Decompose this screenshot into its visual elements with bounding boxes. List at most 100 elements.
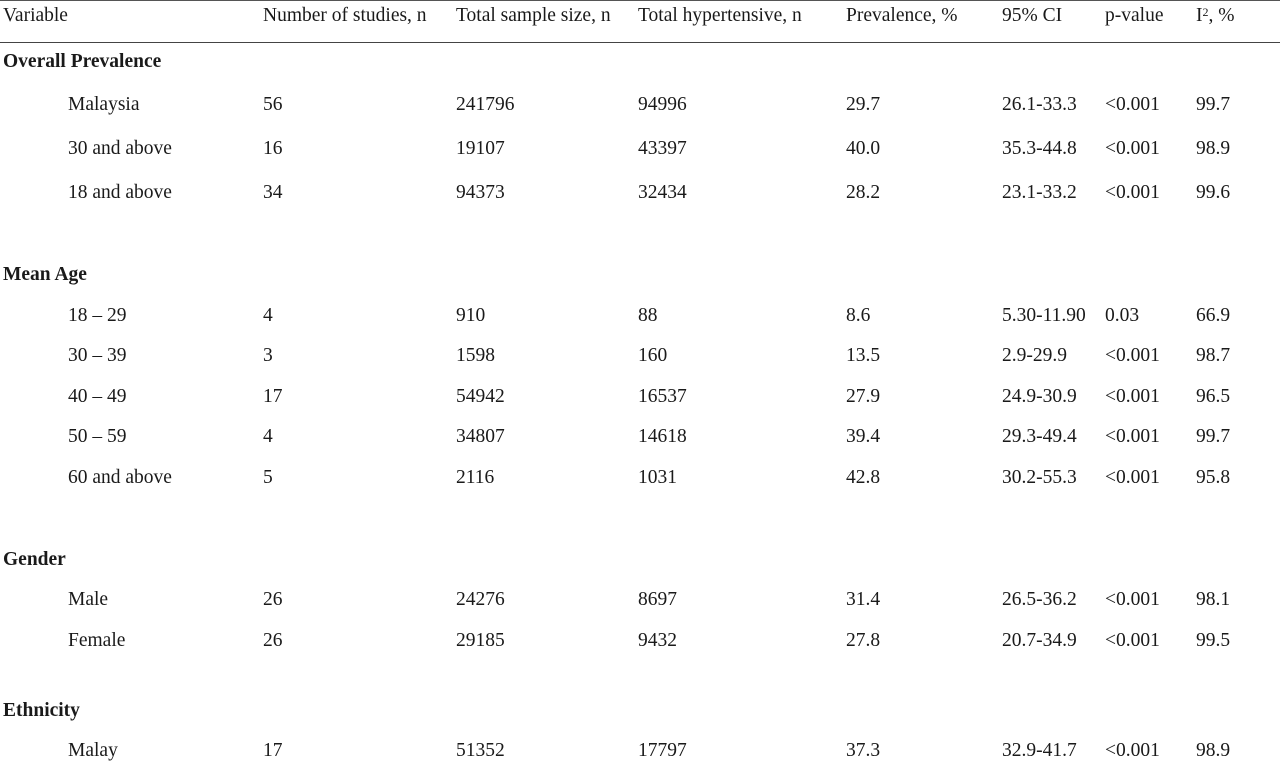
row-studies: 17	[263, 386, 283, 407]
row-ci: 29.3-49.4	[1002, 426, 1077, 447]
row-prevalence: 27.9	[846, 386, 881, 407]
row-i-squared: 96.5	[1196, 386, 1231, 407]
row-prevalence: 29.7	[846, 94, 881, 115]
row-sample: 910	[456, 305, 486, 326]
table-row: Malay 17 51352 17797 37.3 32.9-41.7 <0.0…	[0, 738, 1280, 764]
row-sample: 1598	[456, 345, 495, 366]
row-p-value: 0.03	[1105, 305, 1140, 326]
header-total-hypertensive: Total hypertensive, n	[638, 5, 802, 26]
row-sample: 34807	[456, 426, 505, 447]
row-studies: 34	[263, 182, 283, 203]
header-p-value: p-value	[1105, 5, 1164, 26]
header-prevalence: Prevalence, %	[846, 5, 958, 26]
row-i-squared: 66.9	[1196, 305, 1231, 326]
row-sample: 94373	[456, 182, 505, 203]
row-p-value: <0.001	[1105, 467, 1160, 488]
row-prevalence: 27.8	[846, 630, 881, 651]
header-95-ci: 95% CI	[1002, 5, 1063, 26]
row-ci: 24.9-30.9	[1002, 386, 1077, 407]
row-ci: 35.3-44.8	[1002, 138, 1077, 159]
row-sample: 19107	[456, 138, 505, 159]
row-p-value: <0.001	[1105, 426, 1160, 447]
row-label: 40 – 49	[68, 386, 127, 407]
row-sample: 241796	[456, 94, 515, 115]
row-studies: 26	[263, 589, 283, 610]
row-hypertensive: 8697	[638, 589, 677, 610]
row-prevalence: 13.5	[846, 345, 881, 366]
table-header-rule	[0, 42, 1280, 43]
section-title: Mean Age	[3, 264, 87, 285]
table-row: 18 and above 34 94373 32434 28.2 23.1-33…	[0, 180, 1280, 206]
section-mean-age: Mean Age	[0, 262, 1280, 288]
row-p-value: <0.001	[1105, 345, 1160, 366]
row-studies: 16	[263, 138, 283, 159]
row-prevalence: 31.4	[846, 589, 881, 610]
row-p-value: <0.001	[1105, 589, 1160, 610]
row-prevalence: 39.4	[846, 426, 881, 447]
row-ci: 26.1-33.3	[1002, 94, 1077, 115]
row-studies: 26	[263, 630, 283, 651]
row-studies: 4	[263, 305, 273, 326]
row-hypertensive: 160	[638, 345, 668, 366]
row-ci: 2.9-29.9	[1002, 345, 1067, 366]
table-row: 30 and above 16 19107 43397 40.0 35.3-44…	[0, 136, 1280, 162]
section-overall-prevalence: Overall Prevalence	[0, 49, 1280, 75]
row-hypertensive: 88	[638, 305, 658, 326]
row-ci: 20.7-34.9	[1002, 630, 1077, 651]
row-i-squared: 99.7	[1196, 426, 1231, 447]
row-hypertensive: 94996	[638, 94, 687, 115]
row-i-squared: 98.7	[1196, 345, 1231, 366]
row-p-value: <0.001	[1105, 138, 1160, 159]
table-row: 18 – 29 4 910 88 8.6 5.30-11.90 0.03 66.…	[0, 303, 1280, 329]
header-i-squared: I2, %	[1196, 3, 1235, 29]
row-sample: 29185	[456, 630, 505, 651]
header-i-squared-prefix: I	[1196, 5, 1203, 26]
row-i-squared: 98.9	[1196, 138, 1231, 159]
row-label: 30 – 39	[68, 345, 127, 366]
row-studies: 3	[263, 345, 273, 366]
row-hypertensive: 17797	[638, 740, 687, 761]
row-hypertensive: 16537	[638, 386, 687, 407]
row-p-value: <0.001	[1105, 386, 1160, 407]
row-i-squared: 99.7	[1196, 94, 1231, 115]
row-i-squared: 95.8	[1196, 467, 1231, 488]
row-label: 18 and above	[68, 182, 172, 203]
row-p-value: <0.001	[1105, 94, 1160, 115]
row-label: Female	[68, 630, 126, 651]
table-row: 40 – 49 17 54942 16537 27.9 24.9-30.9 <0…	[0, 384, 1280, 410]
row-p-value: <0.001	[1105, 740, 1160, 761]
row-ci: 5.30-11.90	[1002, 305, 1086, 326]
row-label: 30 and above	[68, 138, 172, 159]
row-p-value: <0.001	[1105, 630, 1160, 651]
row-hypertensive: 1031	[638, 467, 677, 488]
row-sample: 2116	[456, 467, 495, 488]
row-hypertensive: 43397	[638, 138, 687, 159]
row-studies: 56	[263, 94, 283, 115]
row-prevalence: 40.0	[846, 138, 881, 159]
row-hypertensive: 14618	[638, 426, 687, 447]
row-ci: 23.1-33.2	[1002, 182, 1077, 203]
table-row: Malaysia 56 241796 94996 29.7 26.1-33.3 …	[0, 92, 1280, 118]
row-i-squared: 98.1	[1196, 589, 1231, 610]
header-total-sample-size: Total sample size, n	[456, 5, 611, 26]
row-hypertensive: 32434	[638, 182, 687, 203]
row-studies: 4	[263, 426, 273, 447]
row-label: Male	[68, 589, 109, 610]
header-i-squared-suffix: , %	[1208, 5, 1235, 26]
table-row: 30 – 39 3 1598 160 13.5 2.9-29.9 <0.001 …	[0, 343, 1280, 369]
row-sample: 51352	[456, 740, 505, 761]
row-prevalence: 28.2	[846, 182, 881, 203]
row-hypertensive: 9432	[638, 630, 677, 651]
row-label: 60 and above	[68, 467, 172, 488]
table-row: Female 26 29185 9432 27.8 20.7-34.9 <0.0…	[0, 628, 1280, 654]
row-studies: 5	[263, 467, 273, 488]
row-i-squared: 99.6	[1196, 182, 1231, 203]
section-title: Gender	[3, 549, 66, 570]
row-label: Malay	[68, 740, 118, 761]
section-title: Ethnicity	[3, 700, 80, 721]
row-ci: 26.5-36.2	[1002, 589, 1077, 610]
row-label: 50 – 59	[68, 426, 127, 447]
table-header-row: Variable Number of studies, n Total samp…	[0, 3, 1280, 29]
table-row: 50 – 59 4 34807 14618 39.4 29.3-49.4 <0.…	[0, 424, 1280, 450]
